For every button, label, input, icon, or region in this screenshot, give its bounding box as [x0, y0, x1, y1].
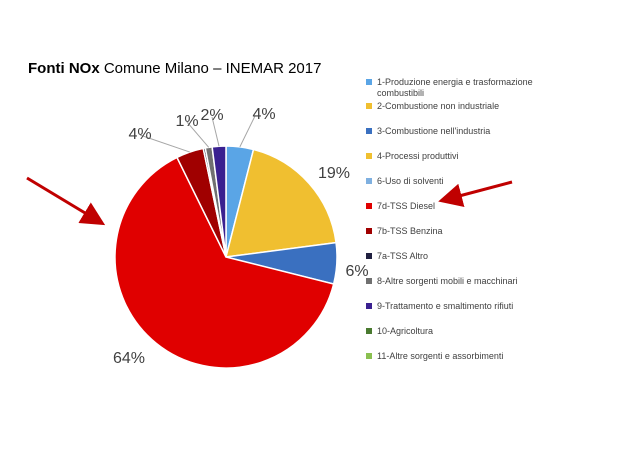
leader-line-7b-tss-benzina — [139, 134, 190, 153]
legend-label: 9-Trattamento e smaltimento rifiuti — [377, 301, 514, 311]
legend-label: 7d-TSS Diesel — [377, 201, 436, 211]
legend-label: 7a-TSS Altro — [377, 251, 429, 261]
pie-slices — [114, 145, 338, 369]
legend-swatch — [366, 203, 372, 209]
legend-swatch — [366, 353, 372, 359]
leader-lines — [139, 115, 256, 153]
chart-title: Fonti NOx Comune Milano – INEMAR 2017 — [28, 60, 321, 77]
legend-item-9-trattamento-e-smaltimento-rifiuti: 9-Trattamento e smaltimento rifiuti — [366, 301, 552, 312]
chart-title-rest: Comune Milano – INEMAR 2017 — [103, 60, 322, 77]
legend-label: 10-Agricoltura — [377, 326, 434, 336]
legend-label: 8-Altre sorgenti mobili e macchinari — [377, 276, 518, 286]
legend-item-7a-tss-altro: 7a-TSS Altro — [366, 251, 552, 262]
legend-item-2-combustione-non-industriale: 2-Combustione non industriale — [366, 101, 552, 112]
leader-line-8-altre-sorgenti-mobili-e-macchinari — [186, 121, 210, 148]
legend-swatch — [366, 278, 372, 284]
slice-label-7b-tss-benzina: 4% — [128, 126, 151, 143]
legend-item-4-processi-produttivi: 4-Processi produttivi — [366, 151, 552, 162]
legend-swatch — [366, 303, 372, 309]
legend-item-1-produzione-energia-e-trasformazione-combustibili: 1-Produzione energia e trasformazione co… — [366, 77, 552, 99]
leader-line-1-produzione-energia-e-trasformazione-combustibili — [239, 115, 256, 148]
chart-title-bold: Fonti NOx — [28, 60, 100, 77]
legend-item-7d-tss-diesel: 7d-TSS Diesel — [366, 201, 552, 212]
legend-label: 11-Altre sorgenti e assorbimenti — [377, 351, 504, 361]
slice-label-1-produzione-energia-e-trasformazione-combustibili: 4% — [252, 106, 275, 123]
right-arrow — [438, 180, 513, 207]
legend-swatch — [366, 103, 372, 109]
pie-slice-7d-tss-diesel — [114, 156, 335, 369]
left-arrow — [26, 176, 106, 226]
legend-swatch — [366, 178, 372, 184]
legend-swatch — [366, 128, 372, 134]
legend-item-7b-tss-benzina: 7b-TSS Benzina — [366, 226, 552, 237]
legend-item-6-uso-di-solventi: 6-Uso di solventi — [366, 176, 552, 187]
slice-label-7d-tss-diesel: 64% — [113, 350, 145, 367]
legend-item-8-altre-sorgenti-mobili-e-macchinari: 8-Altre sorgenti mobili e macchinari — [366, 276, 552, 287]
leader-line-9-trattamento-e-smaltimento-rifiuti — [211, 116, 220, 147]
legend-item-3-combustione-nell-industria: 3-Combustione nell'industria — [366, 126, 552, 137]
legend-swatch — [366, 328, 372, 334]
legend-label: 2-Combustione non industriale — [377, 101, 500, 111]
legend-swatch — [366, 153, 372, 159]
legend-label: 7b-TSS Benzina — [377, 226, 443, 236]
slice-label-8-altre-sorgenti-mobili-e-macchinari: 1% — [175, 113, 198, 130]
legend-label: 3-Combustione nell'industria — [377, 126, 491, 136]
legend-swatch — [366, 228, 372, 234]
slice-label-3-combustione-nell-industria: 6% — [345, 263, 368, 280]
legend-item-10-agricoltura: 10-Agricoltura — [366, 326, 552, 337]
legend-swatch — [366, 253, 372, 259]
legend-label: 4-Processi produttivi — [377, 151, 459, 161]
legend-label: 6-Uso di solventi — [377, 176, 444, 186]
legend-swatch — [366, 79, 372, 85]
legend-label: 1-Produzione energia e trasformazione co… — [377, 77, 533, 98]
slice-labels: 4% 19% 6% 64% 4% 1% 2% — [113, 106, 369, 367]
slice-label-9-trattamento-e-smaltimento-rifiuti: 2% — [200, 107, 223, 124]
pie-slice-2-combustione-non-industriale — [224, 148, 337, 258]
legend-item-11-altre-sorgenti-e-assorbimenti: 11-Altre sorgenti e assorbimenti — [366, 351, 552, 362]
slice-label-2-combustione-non-industriale: 19% — [318, 165, 350, 182]
